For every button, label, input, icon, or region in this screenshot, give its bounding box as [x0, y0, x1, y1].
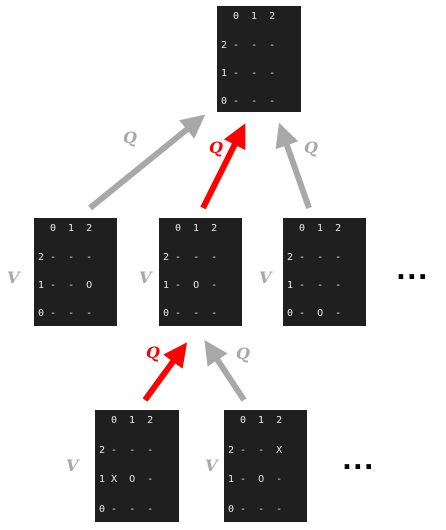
- board-row: 1 - O -: [163, 280, 218, 291]
- v-label-level2-b: V: [205, 456, 218, 475]
- board-row: 2 - - -: [287, 252, 342, 263]
- arrow-left-to-root: [88, 114, 206, 211]
- board-col-header: 0 1 2: [233, 11, 276, 22]
- board-row: 0 - O -: [287, 308, 342, 319]
- board-col-header: 0 1 2: [111, 415, 154, 426]
- q-label-left: Q: [123, 128, 137, 147]
- q-label-middle: Q: [209, 138, 223, 157]
- board-row: 2 - - -: [221, 40, 276, 51]
- ellipsis-level2: ...: [342, 446, 375, 476]
- arrow-middle-to-root: [200, 123, 246, 210]
- board-col-header: 0 1 2: [240, 415, 283, 426]
- board-col-header: 0 1 2: [50, 223, 93, 234]
- board-col-header: 0 1 2: [299, 223, 342, 234]
- arrow-level2a-to-middle: [142, 342, 188, 402]
- board-level1-a: 0 1 2 2 - - - 1 - - O 0 - - -: [34, 218, 117, 326]
- q-label-level2-right: Q: [236, 344, 250, 363]
- board-row: 1 - - -: [221, 68, 276, 79]
- board-root: 0 1 2 2 - - - 1 - - - 0 - - -: [217, 6, 301, 112]
- board-row: 0 - - -: [38, 308, 93, 319]
- board-row: 2 - - -: [38, 252, 93, 263]
- board-row: 2 - - -: [163, 252, 218, 263]
- board-level2-a: 0 1 2 2 - - - 1 X O - 0 - - -: [95, 410, 179, 522]
- board-level2-b: 0 1 2 2 - - X 1 - O - 0 - - -: [224, 410, 307, 522]
- v-label-level1-c: V: [259, 268, 272, 287]
- board-row: 0 - - -: [221, 96, 276, 107]
- board-row: 1 - - O: [38, 280, 93, 291]
- board-row: 1 - O -: [228, 474, 283, 485]
- board-row: 1 - - -: [287, 280, 342, 291]
- ellipsis-level1: ...: [396, 256, 429, 286]
- board-row: 0 - - -: [228, 504, 283, 515]
- board-col-header: 0 1 2: [175, 223, 218, 234]
- board-row: 0 - - -: [163, 308, 218, 319]
- board-level1-b: 0 1 2 2 - - - 1 - O - 0 - - -: [159, 218, 242, 326]
- board-level1-c: 0 1 2 2 - - - 1 - - - 0 - O -: [283, 218, 366, 326]
- q-label-level2-left: Q: [146, 343, 160, 362]
- q-label-right: Q: [304, 138, 318, 157]
- v-label-level1-a: V: [7, 268, 20, 287]
- board-row: 2 - - X: [228, 445, 283, 456]
- arrow-level2b-to-middle: [204, 339, 247, 402]
- v-label-level1-b: V: [139, 268, 152, 287]
- v-label-level2-a: V: [66, 456, 79, 475]
- board-row: 1 X O -: [99, 474, 154, 485]
- board-row: 0 - - -: [99, 504, 154, 515]
- arrow-right-to-root: [275, 122, 312, 209]
- board-row: 2 - - -: [99, 445, 154, 456]
